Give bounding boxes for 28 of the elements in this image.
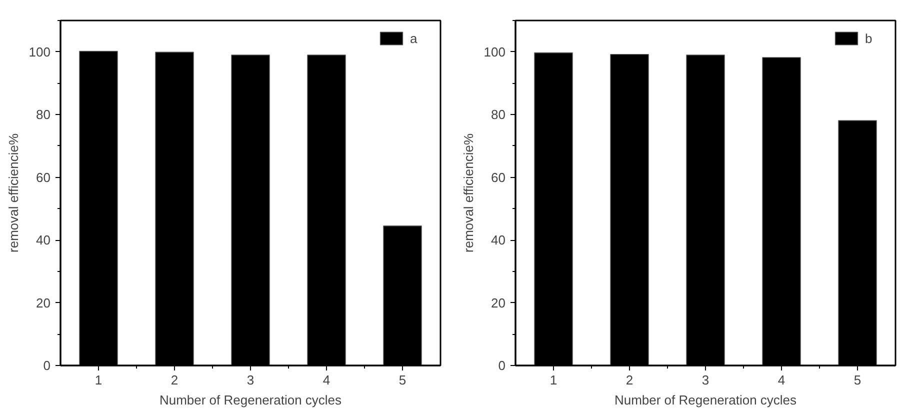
x-tick-label: 1 [94, 372, 102, 388]
y-axis-title: removal efficiencie% [6, 133, 21, 252]
legend-label: b [865, 30, 874, 46]
y-tick-label: 40 [36, 232, 51, 248]
y-tick-label: 0 [498, 358, 506, 373]
y-tick-label: 60 [36, 170, 51, 185]
x-tick-label: 4 [322, 372, 330, 388]
y-tick-label: 20 [491, 295, 506, 310]
x-tick-label: 1 [550, 372, 558, 388]
x-tick-label: 3 [246, 372, 254, 388]
y-tick-label: 80 [491, 107, 506, 122]
y-tick-label: 100 [484, 44, 506, 60]
y-tick-label: 0 [43, 358, 51, 373]
y-tick-label: 40 [491, 232, 506, 248]
x-axis-title: Number of Regeneration cycles [614, 392, 798, 408]
y-tick-label: 100 [28, 44, 51, 60]
x-axis-title: Number of Regeneration cycles [159, 392, 342, 408]
x-tick-label: 3 [702, 372, 710, 388]
y-tick-label: 20 [36, 295, 51, 310]
x-tick-label: 2 [170, 372, 178, 388]
x-tick-label: 5 [854, 372, 862, 388]
x-tick-label: 5 [398, 372, 406, 388]
y-axis-title: removal efficiencie% [460, 133, 476, 252]
legend-label: a [410, 30, 418, 46]
y-tick-label: 60 [491, 170, 506, 185]
y-tick-label: 80 [36, 107, 51, 122]
x-tick-label: 2 [626, 372, 634, 388]
x-tick-label: 4 [778, 372, 786, 388]
